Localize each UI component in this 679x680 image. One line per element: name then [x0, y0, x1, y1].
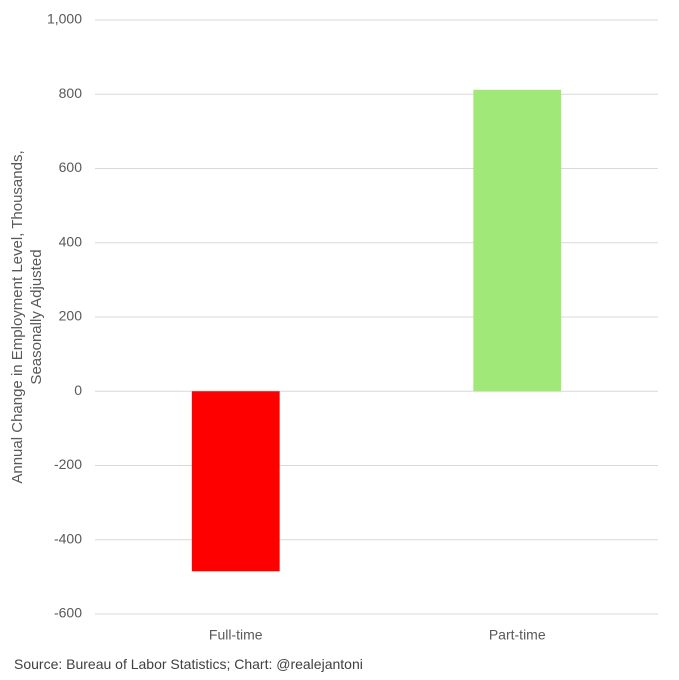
y-tick-label: -400	[54, 530, 82, 546]
source-note: Source: Bureau of Labor Statistics; Char…	[14, 656, 363, 672]
bar	[473, 89, 562, 392]
y-tick-label: 600	[59, 159, 83, 175]
x-tick-label: Full-time	[209, 627, 263, 643]
bar	[191, 391, 280, 572]
y-tick-label: -600	[54, 605, 82, 621]
y-axis-label: Annual Change in Employment Level, Thous…	[9, 150, 45, 484]
x-tick-label: Part-time	[489, 627, 546, 643]
y-tick-label: 800	[59, 85, 83, 101]
y-tick-label: 1,000	[47, 11, 82, 27]
y-tick-label: 200	[59, 308, 83, 324]
y-tick-label: 400	[59, 233, 83, 249]
y-tick-label: 0	[74, 382, 82, 398]
y-tick-label: -200	[54, 456, 82, 472]
